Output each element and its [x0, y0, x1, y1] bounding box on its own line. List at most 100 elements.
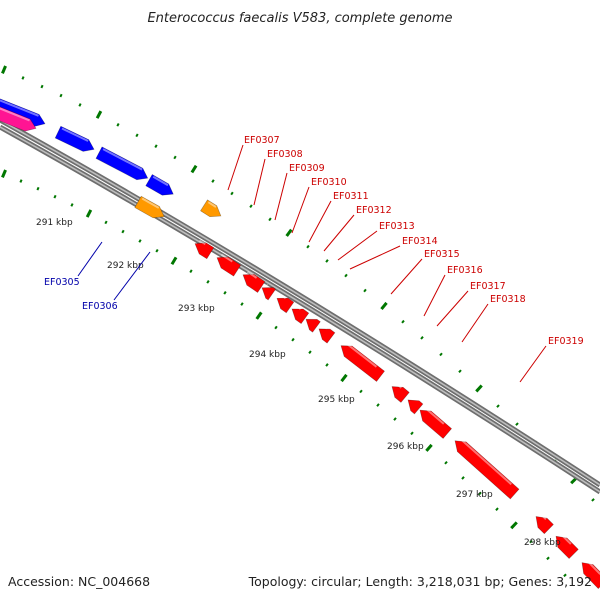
gene-arrow-reverse[interactable] [192, 238, 215, 260]
gene-arrow-reverse[interactable] [288, 304, 310, 325]
tick-mark [285, 228, 293, 237]
gene-label-ef0311[interactable]: EF0311 [333, 191, 369, 202]
gene-arrow-reverse[interactable] [551, 532, 579, 559]
gene-label-ef0310[interactable]: EF0310 [311, 177, 347, 188]
tick-mark [121, 229, 125, 234]
tick-mark [211, 179, 215, 183]
tick-mark [240, 302, 244, 306]
tick-mark [190, 164, 198, 174]
tick-label: 294 kbp [249, 350, 286, 360]
label-leader-lines [77, 144, 547, 383]
tick-mark [291, 337, 295, 342]
tick-mark [563, 573, 567, 578]
tick-mark [173, 155, 177, 160]
gene-arrow-reverse[interactable] [337, 341, 385, 382]
other-feature[interactable] [134, 195, 168, 222]
gene-arrow-reverse[interactable] [239, 269, 266, 293]
leader-line [77, 241, 103, 277]
gene-label-ef0319[interactable]: EF0319 [548, 336, 584, 347]
tick-mark [401, 319, 405, 324]
tick-mark [40, 84, 44, 89]
pink-feature[interactable] [0, 101, 38, 135]
gene-arrow-reverse[interactable] [273, 293, 295, 314]
tick-mark [458, 369, 462, 374]
gene-label-ef0316[interactable]: EF0316 [447, 265, 483, 276]
reverse-gene-labels: EF0307 EF0308 EF0309 EF0310 EF0311 EF031… [244, 135, 584, 347]
gene-arrow-reverse[interactable] [577, 558, 600, 590]
tick-mark [70, 203, 74, 207]
tick-mark [104, 220, 108, 225]
tick-label: 295 kbp [318, 395, 355, 405]
gene-label-ef0312[interactable]: EF0312 [356, 205, 392, 216]
gene-arrow-reverse[interactable] [213, 252, 242, 277]
gene-arrow-reverse[interactable] [388, 382, 410, 403]
tick-mark [85, 209, 93, 218]
gene-arrow-reverse[interactable] [315, 324, 336, 344]
tick-label: 297 kbp [456, 490, 493, 500]
tick-mark [155, 248, 159, 253]
leader-line [113, 251, 151, 301]
gene-arrow-forward[interactable] [0, 91, 47, 130]
tick-mark [439, 352, 443, 357]
gene-arrow-reverse[interactable] [531, 512, 554, 535]
gene-label-ef0306[interactable]: EF0306 [82, 301, 118, 312]
leader-line [253, 158, 266, 206]
tick-mark [138, 239, 142, 243]
accession-text: Accession: NC_004668 [8, 574, 150, 589]
tick-mark [376, 403, 380, 407]
gene-label-ef0313[interactable]: EF0313 [379, 221, 415, 232]
gene-arrow-reverse[interactable] [302, 314, 321, 333]
forward-gene-labels: EF0305 EF0306 [44, 277, 118, 312]
gene-label-ef0309[interactable]: EF0309 [289, 163, 325, 174]
tick-mark [36, 186, 40, 191]
gene-label-ef0308[interactable]: EF0308 [267, 149, 303, 160]
tick-mark [495, 507, 499, 511]
gene-label-ef0305[interactable]: EF0305 [44, 277, 80, 288]
tick-mark [363, 288, 367, 293]
tick-mark [410, 431, 414, 436]
gene-label-ef0317[interactable]: EF0317 [470, 281, 506, 292]
tick-mark [325, 259, 329, 263]
tick-mark [461, 476, 465, 480]
outer-tick-track [1, 65, 595, 502]
tick-mark [546, 556, 550, 561]
gene-arrow-reverse[interactable] [404, 395, 424, 415]
leader-line [349, 245, 401, 270]
tick-mark [1, 65, 7, 74]
tick-mark [380, 301, 388, 311]
tick-mark [325, 363, 329, 367]
leader-line [390, 258, 423, 295]
tick-mark [393, 417, 397, 421]
tick-mark [359, 389, 363, 394]
gene-arrow-forward[interactable] [95, 146, 151, 184]
tick-label: 293 kbp [178, 304, 215, 314]
leader-line [423, 274, 446, 317]
other-feature[interactable] [200, 199, 225, 222]
gene-arrow-forward[interactable] [54, 125, 97, 155]
tick-mark [116, 123, 120, 127]
leader-line [308, 200, 332, 243]
gene-arrow-reverse[interactable] [416, 405, 452, 439]
tick-mark [1, 169, 7, 178]
leader-line [274, 172, 288, 221]
tick-mark [344, 273, 348, 278]
gene-label-ef0315[interactable]: EF0315 [424, 249, 460, 260]
gene-arrow-reverse[interactable] [451, 436, 520, 500]
tick-mark [230, 191, 234, 196]
gene-arrow-reverse[interactable] [258, 282, 276, 301]
gene-label-ef0314[interactable]: EF0314 [402, 236, 438, 247]
tick-mark [496, 404, 500, 408]
tick-mark [78, 103, 82, 107]
gene-label-ef0307[interactable]: EF0307 [244, 135, 280, 146]
tick-mark [189, 269, 193, 273]
tick-mark [510, 521, 518, 530]
gene-label-ef0318[interactable]: EF0318 [490, 294, 526, 305]
tick-mark [425, 443, 433, 452]
leader-line [337, 230, 378, 261]
leader-line [461, 303, 489, 343]
map-title: Enterococcus faecalis V583, complete gen… [147, 11, 452, 26]
tick-mark [529, 539, 533, 544]
leader-line [227, 144, 244, 191]
gene-arrow-forward[interactable] [145, 174, 177, 199]
